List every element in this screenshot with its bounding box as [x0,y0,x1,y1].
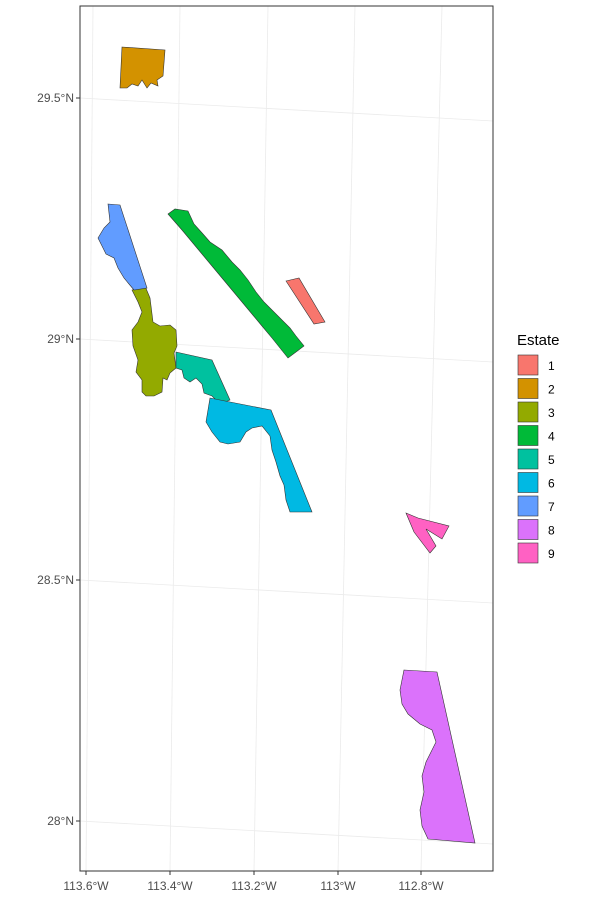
legend-key-1 [517,354,539,376]
meridian-113.4 [169,5,181,872]
estate-3-polygon [131,285,178,397]
estate-2-polygon [119,46,166,89]
legend-key-7 [517,495,539,517]
legend-key-9 [517,542,539,564]
estate-6-polygon [205,397,313,513]
estate-5-polygon [175,351,231,405]
legend-key-5 [517,448,539,470]
x-tick-label: 113.6°W [63,879,109,893]
parallel-29.5 [79,97,494,122]
meridian-112.8 [420,5,443,872]
legend-key-8 [517,519,539,540]
y-tick-label: 28.5°N [37,573,74,587]
legend-key-4 [517,425,539,446]
estate-7-polygon [97,203,148,291]
parallel-28 [79,820,494,845]
legend-key-2 [517,378,539,399]
x-tick-label: 113.4°W [147,879,193,893]
estate-9-polygon [405,512,450,554]
legend: Estate 1 2 3 4 5 6 7 8 9 [517,332,560,564]
legend-label-4: 4 [548,430,555,444]
x-axis: 113.6°W 113.4°W 113.2°W 113°W 112.8°W [63,871,444,893]
legend-label-7: 7 [548,500,555,514]
estate-1-polygon [285,277,326,325]
estates [97,46,476,844]
graticule [79,5,494,872]
legend-label-1: 1 [548,359,555,373]
legend-items: 1 2 3 4 5 6 7 8 9 [517,354,555,564]
estate-8-polygon [399,669,476,844]
meridian-113.2 [253,5,269,872]
legend-label-6: 6 [548,477,555,491]
legend-label-3: 3 [548,406,555,420]
x-tick-label: 112.8°W [398,879,444,893]
legend-key-6 [517,472,539,493]
x-tick-label: 113°W [320,879,356,893]
parallel-28.5 [79,579,494,604]
legend-key-3 [517,401,539,423]
legend-title: Estate [517,332,560,349]
meridian-113.6 [85,5,94,872]
y-tick-label: 28°N [47,814,74,828]
legend-label-2: 2 [548,383,555,397]
y-axis: 29.5°N 29°N 28.5°N 28°N [37,91,80,828]
x-tick-label: 113.2°W [231,879,277,893]
y-tick-label: 29.5°N [37,91,74,105]
meridian-113 [337,5,356,872]
legend-label-5: 5 [548,453,555,467]
legend-label-9: 9 [548,547,555,561]
plot-panel-border [79,5,494,872]
y-tick-label: 29°N [47,332,74,346]
legend-label-8: 8 [548,524,555,538]
estate-4-polygon [167,208,305,359]
